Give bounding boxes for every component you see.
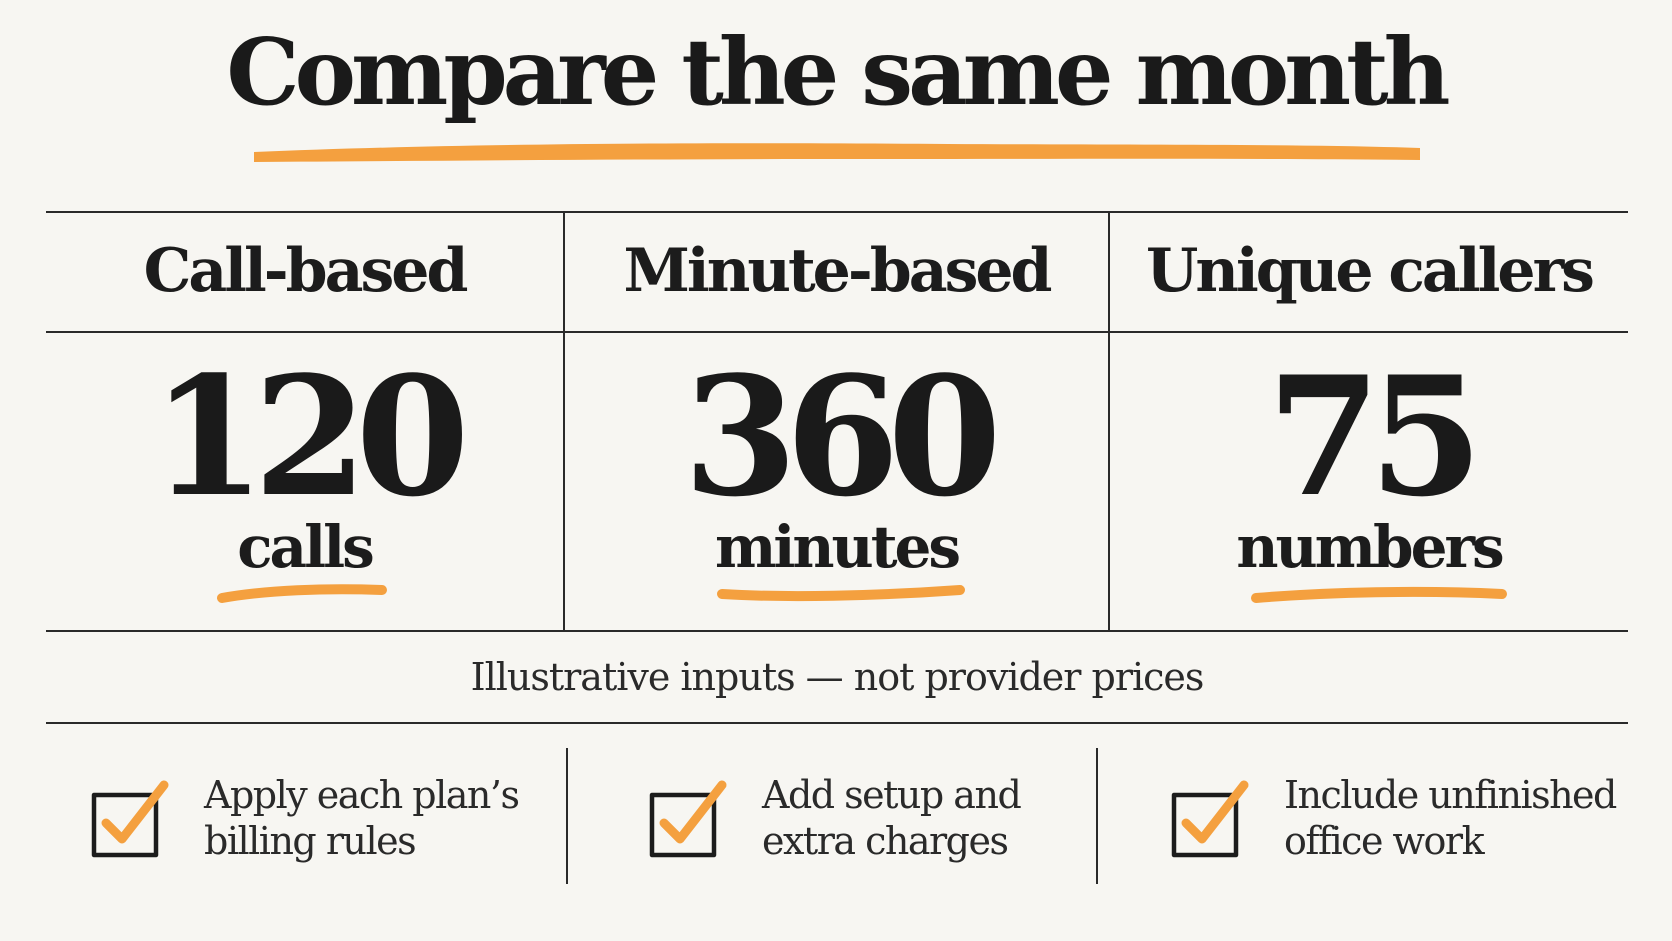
unit-underline-icon	[217, 584, 387, 603]
note-bottom-rule	[46, 722, 1628, 724]
metric-value-calls: 120	[151, 340, 469, 533]
unit-underline-icon	[717, 585, 965, 602]
title-underline-icon	[254, 143, 1420, 162]
checkbox-checked-icon	[649, 780, 727, 858]
checklist-item-extra-charges: Add setup and extra charges	[648, 758, 1022, 878]
table-bottom-rule	[46, 630, 1628, 632]
checklist-divider	[1096, 748, 1098, 884]
checklist-text-line: office work	[1284, 819, 1485, 863]
column-divider	[1108, 211, 1110, 632]
table-header-rule	[46, 331, 1628, 333]
checkbox-checked-icon	[1171, 780, 1249, 858]
table-top-rule	[46, 211, 1628, 213]
checklist-text-line: Include unfinished	[1284, 773, 1617, 817]
checklist-divider	[566, 748, 568, 884]
checklist-text-line: extra charges	[762, 819, 1009, 863]
metric-unit-minutes: minutes	[714, 513, 961, 581]
checkbox-checked-icon	[91, 780, 169, 858]
metric-value-numbers: 75	[1266, 340, 1483, 533]
checklist-text-line: billing rules	[204, 819, 417, 863]
checklist-text: Include unfinished office work	[1284, 772, 1617, 864]
checklist-text: Apply each plan’s billing rules	[204, 772, 520, 864]
metric-unit-numbers: numbers	[1236, 513, 1504, 581]
checklist-text-line: Apply each plan’s	[204, 773, 520, 817]
checklist-text-line: Add setup and	[762, 773, 1022, 817]
unit-underline-icon	[1251, 586, 1507, 603]
page-title: Compare the same month	[226, 18, 1450, 126]
column-divider	[563, 211, 565, 632]
checklist-item-office-work: Include unfinished office work	[1170, 758, 1617, 878]
title-block: Compare the same month	[0, 18, 1672, 126]
column-heading-minute-based: Minute-based	[623, 236, 1053, 306]
column-heading-call-based: Call-based	[143, 236, 469, 306]
metric-unit-calls: calls	[237, 513, 375, 581]
column-heading-unique-callers: Unique callers	[1146, 236, 1595, 306]
checklist-text: Add setup and extra charges	[762, 772, 1022, 864]
checklist-item-billing-rules: Apply each plan’s billing rules	[90, 758, 520, 878]
disclaimer-note: Illustrative inputs — not provider price…	[470, 655, 1205, 699]
metric-value-minutes: 360	[683, 340, 1001, 533]
